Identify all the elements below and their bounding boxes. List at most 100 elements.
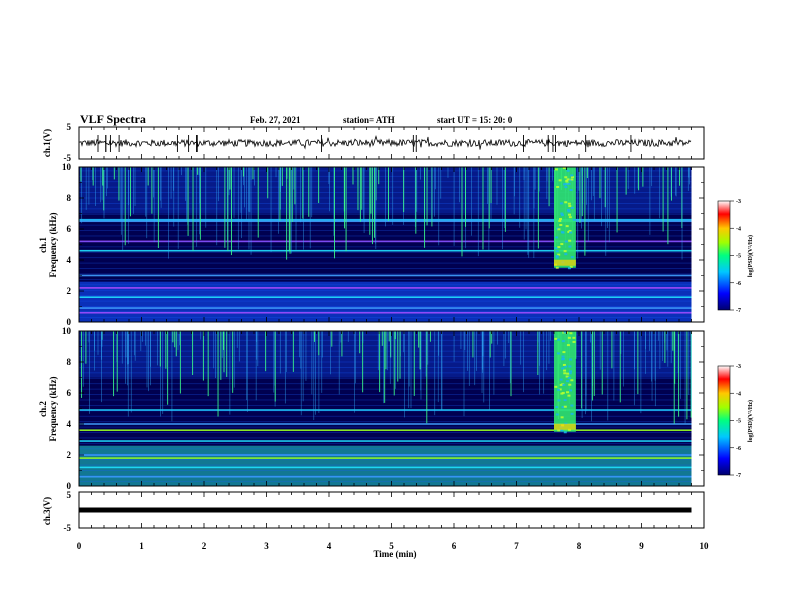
burst-texture — [567, 267, 571, 270]
burst-texture — [558, 218, 562, 221]
spectral-line-faint — [79, 268, 692, 269]
burst-texture — [570, 178, 574, 181]
spectral-line-faint — [79, 442, 692, 444]
burst-texture — [565, 375, 569, 378]
burst-texture — [568, 383, 572, 386]
burst-texture — [566, 169, 570, 172]
spectral-line-faint — [79, 339, 692, 341]
y-tick-label: 8 — [67, 193, 72, 203]
spectral-line — [79, 429, 692, 431]
burst-texture — [564, 186, 568, 189]
spectral-line-faint — [79, 311, 692, 313]
spectrogram-band — [79, 331, 692, 378]
spectral-line-faint — [79, 361, 692, 363]
burst-texture — [572, 340, 576, 343]
burst-texture — [555, 413, 559, 416]
burst-texture — [563, 250, 567, 253]
burst-texture — [562, 363, 566, 366]
spectral-line-faint — [79, 295, 692, 297]
colorbar-tick-label: -7 — [736, 308, 741, 314]
ch1-waveform-ylabel: ch.1(V) — [42, 129, 52, 157]
spectral-line — [79, 440, 692, 442]
y-tick-label: 4 — [67, 419, 72, 429]
colorbar-tick-label: -4 — [736, 226, 741, 232]
spectral-line-faint — [79, 426, 692, 428]
burst-texture — [568, 216, 572, 219]
spectral-line — [79, 307, 692, 309]
burst-texture — [568, 245, 572, 248]
burst-texture — [564, 201, 568, 204]
burst-texture — [563, 331, 567, 334]
burst-texture — [569, 189, 573, 192]
spectral-line-faint — [79, 334, 692, 336]
spectral-line — [79, 249, 692, 252]
colorbar-tick-label: -4 — [736, 391, 741, 397]
burst-texture — [560, 429, 564, 432]
spectral-line-faint — [79, 377, 692, 379]
burst-texture — [569, 389, 573, 392]
figure-title: VLF Spectra — [80, 112, 146, 126]
ch2-spec-ylabel-freq: Frequency (kHz) — [48, 376, 58, 441]
ch1-waveform-trace — [78, 135, 692, 150]
spectral-line-faint — [79, 410, 692, 412]
x-tick-label: 2 — [202, 541, 207, 551]
spectral-line-faint — [79, 235, 692, 237]
x-tick-label: 4 — [327, 541, 332, 551]
burst-texture — [568, 365, 572, 368]
burst-texture — [566, 208, 570, 211]
burst-texture — [570, 412, 574, 415]
spectral-line-faint — [79, 241, 692, 242]
y-tick-label: 0 — [67, 317, 72, 327]
y-tick-label: 2 — [67, 450, 72, 460]
spectral-line — [79, 457, 692, 459]
spectral-line-faint — [79, 383, 692, 385]
colorbar-tick-label: -5 — [736, 419, 741, 425]
burst-texture — [564, 253, 568, 256]
y-tick-label: 10 — [62, 162, 72, 172]
burst-texture — [561, 357, 565, 360]
spectral-line-faint — [79, 453, 692, 455]
spectral-line-faint — [79, 394, 692, 395]
burst-edge — [554, 423, 576, 430]
spectrogram-band — [79, 445, 692, 486]
burst-texture — [559, 224, 563, 227]
burst-texture — [569, 231, 573, 234]
burst-texture — [566, 344, 570, 347]
burst-texture — [560, 214, 564, 217]
burst-texture — [558, 179, 562, 182]
broadband-burst — [554, 167, 576, 268]
burst-texture — [556, 338, 560, 341]
spectral-line-faint — [79, 421, 692, 423]
burst-texture — [566, 372, 570, 375]
x-tick-label: 7 — [514, 541, 519, 551]
ch2-colorbar-label: log(PSD)(V²/Hz) — [747, 400, 754, 442]
burst-texture — [555, 266, 559, 269]
y-tick-label: 6 — [67, 224, 72, 234]
spectral-line-faint — [79, 459, 692, 461]
burst-texture — [567, 182, 571, 185]
burst-texture — [556, 352, 560, 355]
x-tick-labels: 0 1 2 3 4 5 6 7 8 9 10 — [77, 541, 709, 551]
burst-texture — [568, 428, 572, 431]
burst-texture — [561, 340, 565, 343]
burst-texture — [559, 202, 563, 205]
ch3-ytick-top: 5 — [67, 490, 72, 500]
spectral-line — [79, 423, 692, 425]
burst-texture — [563, 431, 567, 434]
spectral-line-faint — [79, 350, 692, 352]
burst-texture — [559, 383, 563, 386]
burst-texture — [560, 243, 564, 246]
burst-texture — [566, 380, 570, 383]
spectral-line — [79, 409, 692, 411]
spectral-line-faint — [79, 367, 692, 368]
spectral-line-faint — [79, 464, 692, 466]
spectral-line-faint — [79, 273, 692, 275]
broadband-burst — [554, 331, 576, 432]
y-tick-label: 2 — [67, 286, 72, 296]
spectral-line-faint — [79, 399, 692, 401]
burst-texture — [568, 372, 572, 375]
y-tick-label: 10 — [62, 326, 72, 336]
spectral-line-faint — [79, 251, 692, 253]
y-tick-label: 0 — [67, 481, 72, 491]
